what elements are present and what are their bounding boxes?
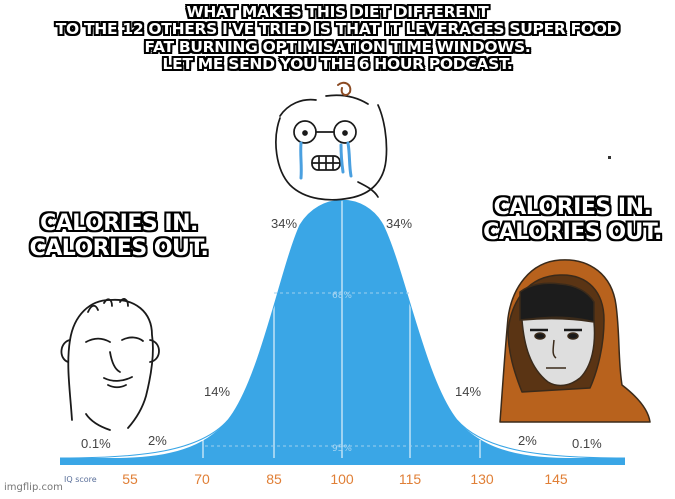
top-caption-line: LET ME SEND YOU THE 6 HOUR PODCAST.: [162, 55, 513, 74]
speck-icon: [608, 156, 611, 159]
brown-hair-scribble-icon: [337, 81, 352, 96]
imgflip-watermark: imgflip.com: [4, 482, 63, 493]
bell-curve-outline: [59, 199, 626, 459]
percent-mid-right: 14%: [455, 384, 481, 399]
percent-tail-right: 2%: [518, 433, 537, 448]
crying-glasses-wojak-icon: [275, 94, 388, 201]
std-dev-lines: [202, 190, 481, 458]
tick-115: 115: [399, 471, 422, 487]
wojak-bald-icon: [60, 298, 160, 431]
percent-mid-left: 14%: [204, 384, 230, 399]
tick-100: 100: [330, 471, 354, 487]
top-caption-line: WHAT MAKES THIS DIET DIFFERENT: [186, 3, 489, 21]
top-caption-line: TO THE 12 OTHERS I'VE TRIED IS THAT IT L…: [55, 20, 620, 39]
tick-130: 130: [470, 471, 494, 487]
left-caption-line: CALORIES OUT.: [29, 235, 209, 261]
top-caption-line: FAT BURNING OPTIMISATION TIME WINDOWS.: [144, 37, 531, 56]
tick-145: 145: [544, 471, 568, 487]
tears-icon: [299, 141, 353, 180]
axis-bar: [60, 458, 625, 465]
left-caption-line: CALORIES IN.: [40, 211, 198, 236]
right-caption-line: CALORIES OUT.: [483, 219, 662, 245]
axis-title: IQ score: [64, 475, 97, 484]
tick-70: 70: [194, 471, 210, 487]
percent-tail-left: 2%: [148, 433, 167, 448]
right-caption-line: CALORIES IN.: [493, 195, 652, 220]
band-68-label: 68%: [332, 291, 352, 301]
hooded-monk-icon: [499, 259, 651, 423]
bell-curve-area: [111, 200, 575, 458]
tick-85: 85: [266, 471, 282, 487]
top-caption: WHAT MAKES THIS DIET DIFFERENT TO THE 12…: [10, 3, 665, 74]
band-95-label: 95%: [332, 444, 352, 454]
percent-outer-left: 0.1%: [81, 436, 111, 451]
percent-center-right: 34%: [386, 216, 412, 231]
percent-outer-right: 0.1%: [572, 436, 602, 451]
percent-center-left: 34%: [271, 216, 297, 231]
right-caption: CALORIES IN. CALORIES OUT.: [470, 195, 675, 245]
tick-55: 55: [122, 471, 138, 487]
left-caption: CALORIES IN. CALORIES OUT.: [14, 211, 224, 261]
